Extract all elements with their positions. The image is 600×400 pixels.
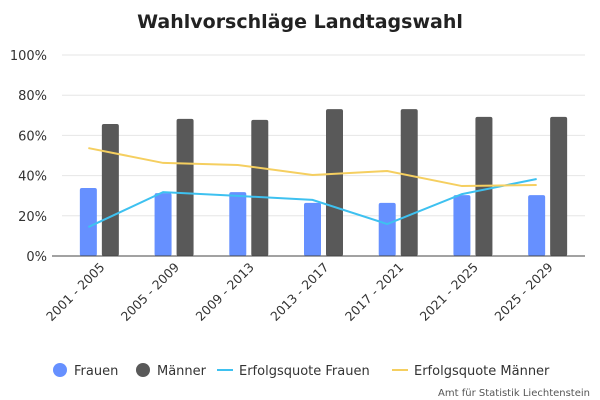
- bar-frauen: [453, 195, 471, 256]
- y-tick-label: 20%: [18, 210, 47, 225]
- source-note: Amt für Statistik Liechtenstein: [438, 388, 590, 399]
- y-tick-label: 0%: [26, 250, 47, 265]
- bar-frauen: [528, 195, 546, 256]
- bar-frauen: [304, 202, 321, 256]
- legend-label: Erfolgsquote Frauen: [239, 364, 370, 379]
- y-tick-label: 60%: [18, 129, 47, 144]
- bar-frauen: [229, 192, 247, 256]
- y-tick-label: 100%: [10, 49, 47, 64]
- x-tick-label: 2009 - 2013: [192, 260, 256, 324]
- legend-label: Erfolgsquote Männer: [414, 364, 550, 379]
- bar-männer: [326, 109, 343, 256]
- x-tick-label: 2013 - 2017: [267, 260, 331, 324]
- bar-frauen: [378, 202, 396, 256]
- x-tick-label: 2001 - 2005: [43, 260, 107, 324]
- legend-label: Männer: [157, 364, 207, 379]
- x-tick-label: 2005 - 2009: [118, 259, 182, 323]
- x-tick-label: 2017 - 2021: [342, 260, 406, 324]
- y-tick-label: 80%: [18, 89, 47, 104]
- bar-frauen: [79, 188, 97, 256]
- chart-title: Wahlvorschläge Landtagswahl: [137, 11, 463, 33]
- bar-männer: [400, 109, 418, 256]
- bar-männer: [176, 118, 194, 256]
- bar-männer: [251, 119, 269, 256]
- bar-frauen: [154, 193, 172, 256]
- x-tick-label: 2021 - 2025: [417, 260, 481, 324]
- bar-männer: [550, 116, 568, 257]
- legend-marker: [136, 363, 150, 377]
- legend-marker: [53, 363, 67, 377]
- bar-männer: [101, 123, 119, 257]
- legend-label: Frauen: [74, 364, 118, 379]
- y-tick-label: 40%: [18, 170, 47, 185]
- x-tick-label: 2025 - 2029: [491, 259, 555, 323]
- line-erfolgsquote-männer: [88, 147, 537, 188]
